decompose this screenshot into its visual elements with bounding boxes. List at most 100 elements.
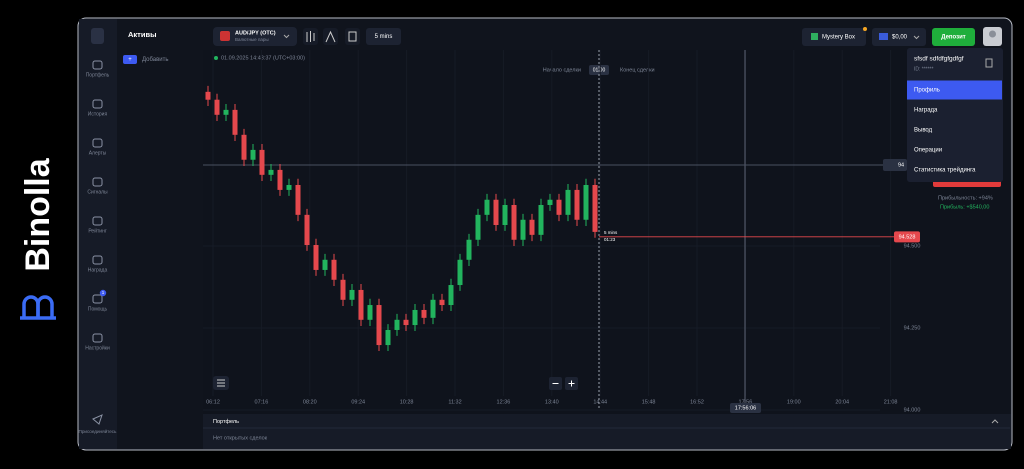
crosshair-time: 17:56:06 <box>735 405 756 411</box>
candle-body <box>250 149 256 160</box>
logout-icon[interactable] <box>985 58 993 68</box>
candle-body <box>457 259 463 286</box>
join-label[interactable]: Присоединяйтесь <box>79 428 118 434</box>
y-tick-label: 94.500 <box>904 243 921 249</box>
balance-value: $0,00 <box>892 35 908 41</box>
nav-icon[interactable] <box>92 255 103 265</box>
menu-item[interactable]: Награда <box>914 108 938 114</box>
brand: Binolla <box>19 157 57 271</box>
balance-chevron <box>913 35 920 40</box>
balance[interactable] <box>872 28 926 46</box>
x-tick-label: 06:12 <box>206 399 220 405</box>
candle-body <box>592 184 598 232</box>
tool-icon <box>306 31 315 42</box>
portfolio-empty: Нет открытых сделок <box>213 435 268 441</box>
nav-label[interactable]: Помощь <box>88 306 108 312</box>
timeframe[interactable] <box>366 28 401 45</box>
tool-icon <box>348 31 357 42</box>
profit: Прибыль: +$540,00 <box>940 204 989 210</box>
portfolio-collapse[interactable] <box>991 419 999 424</box>
mystery-icon <box>811 33 818 40</box>
portfolio-panel <box>203 414 1011 449</box>
menu-item[interactable]: Операции <box>914 148 942 154</box>
nav-icon[interactable] <box>92 177 103 187</box>
nav-label[interactable]: Алерты <box>89 150 107 156</box>
nav-icon[interactable] <box>92 60 103 70</box>
nav-label[interactable]: Рейтинг <box>88 227 107 234</box>
candle-body <box>466 239 472 260</box>
asset-selector[interactable] <box>213 27 297 46</box>
candle-body <box>511 205 517 240</box>
menu-item-active <box>907 80 1002 100</box>
avatar-head <box>989 30 996 38</box>
nav-label[interactable]: Награда <box>88 267 108 273</box>
nav-icon[interactable] <box>92 216 103 226</box>
candle-body <box>367 305 373 320</box>
chart-timestamp: 01.09.2025 14:43:37 (UTC+03:00) <box>221 55 305 61</box>
menu-item[interactable]: Статистика трейдинга <box>914 167 976 174</box>
tool-draw[interactable] <box>323 28 338 45</box>
crosshair-time-box <box>730 403 761 413</box>
tool-icon <box>325 30 336 43</box>
price-label-box <box>894 231 920 243</box>
zoom-icons <box>552 380 575 387</box>
candle-body <box>556 199 562 215</box>
menu-item[interactable]: Профиль <box>914 88 940 94</box>
join-icon <box>92 414 103 425</box>
add-button[interactable] <box>123 55 137 64</box>
candle-body <box>223 109 229 115</box>
x-tick-label: 08:20 <box>303 399 317 405</box>
candle-body <box>232 109 238 135</box>
nav-icon[interactable] <box>92 294 103 304</box>
x-tick-label: 14:44 <box>593 399 607 405</box>
nav-label[interactable]: История <box>88 111 108 117</box>
assets-title: Активы <box>128 30 156 39</box>
nav-label[interactable]: Настройки <box>85 344 110 351</box>
candle-body <box>574 189 580 220</box>
nav-icon[interactable] <box>92 99 103 109</box>
candle-body <box>412 309 418 326</box>
candle-body <box>502 205 508 226</box>
deposit-button[interactable] <box>932 28 975 46</box>
asset-flag <box>220 31 230 41</box>
nav-icon[interactable] <box>92 138 103 148</box>
profile-id: ID: ****** <box>914 66 934 72</box>
candle-body <box>295 184 301 215</box>
candle-body <box>547 199 553 205</box>
nav-badge-count: 1 <box>102 290 105 295</box>
add-label[interactable]: Добавить <box>142 57 169 63</box>
candle-body <box>538 205 544 235</box>
mystery-box[interactable] <box>802 28 866 46</box>
candle-body <box>583 184 589 220</box>
x-tick-label: 16:52 <box>690 399 704 405</box>
candle-body <box>448 285 454 306</box>
mystery-label: Mystery Box <box>822 35 855 41</box>
chart-area <box>203 50 1010 414</box>
portfolio-title: Портфель <box>213 419 239 425</box>
balance-flag <box>879 33 888 40</box>
nav-icon[interactable] <box>92 333 103 343</box>
candle-body <box>475 214 481 240</box>
price-label: 94.528 <box>899 234 916 240</box>
crosshair-price: 94 <box>898 162 904 168</box>
candle-body <box>268 169 274 175</box>
candle-body <box>493 199 499 226</box>
nav-label[interactable]: Портфель <box>86 72 110 78</box>
x-tick-label: 10:28 <box>400 399 414 405</box>
deposit-label: Депозит <box>941 35 966 41</box>
y-tick-label: 94.000 <box>904 407 921 413</box>
profitability: Прибыльность: +94% <box>938 195 993 201</box>
candle-body <box>214 99 220 115</box>
x-tick-label: 15:48 <box>642 399 656 405</box>
tool-indicators[interactable] <box>345 28 360 45</box>
candle-body <box>403 319 409 326</box>
trade-end: Конец сделки <box>620 67 655 73</box>
nav-label[interactable]: Сигналы <box>87 189 108 195</box>
candle-body <box>484 199 490 215</box>
menu-item[interactable]: Вывод <box>914 128 933 134</box>
chart-settings-icon <box>217 379 225 387</box>
x-tick-label: 21:08 <box>884 399 898 405</box>
candle-body <box>340 279 346 300</box>
candle-body <box>358 289 364 320</box>
